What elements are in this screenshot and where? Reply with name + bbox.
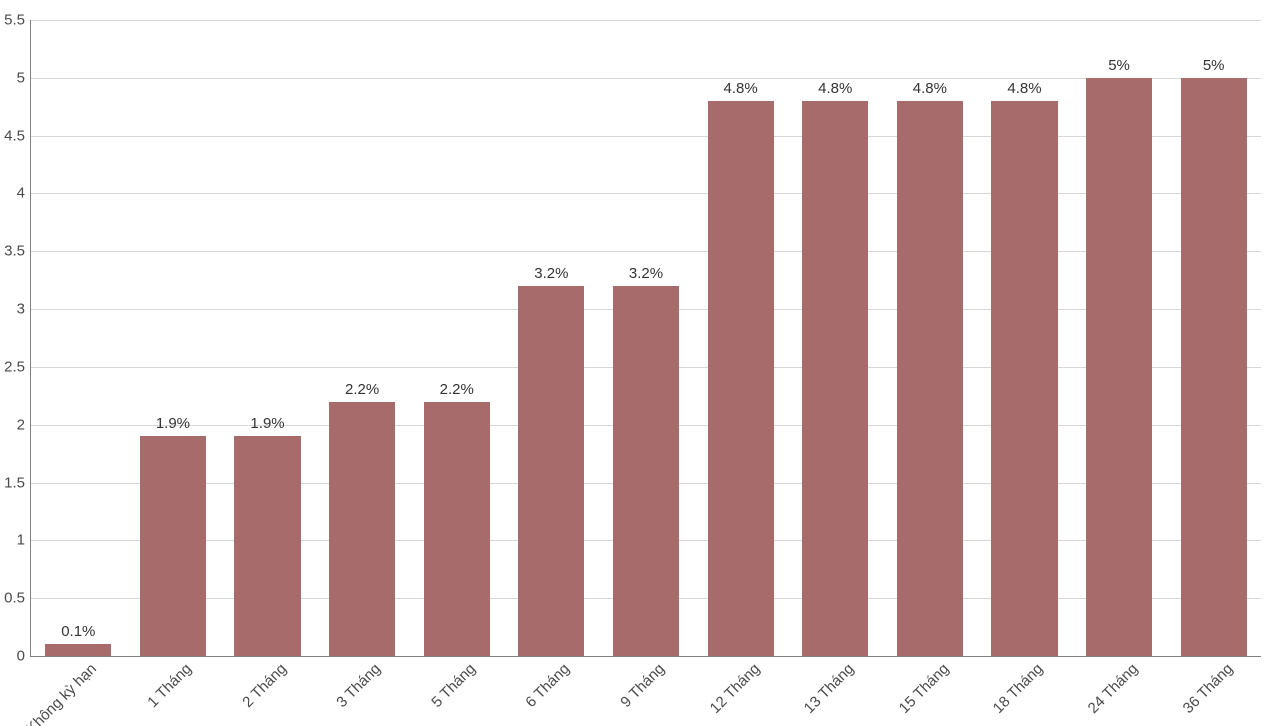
bar-value-label: 2.2% bbox=[440, 381, 474, 398]
bar-value-label: 1.9% bbox=[250, 415, 284, 432]
y-tick-label: 4.5 bbox=[4, 127, 31, 144]
bar-value-label: 1.9% bbox=[156, 415, 190, 432]
y-tick-label: 1 bbox=[17, 532, 31, 549]
bar-value-label: 5% bbox=[1108, 57, 1130, 74]
x-tick-label: 9 Tháng bbox=[613, 656, 668, 711]
bar bbox=[1086, 78, 1152, 656]
y-tick-label: 2.5 bbox=[4, 358, 31, 375]
bar bbox=[140, 436, 206, 656]
bar-value-label: 3.2% bbox=[629, 265, 663, 282]
bar bbox=[613, 286, 679, 656]
x-tick-label: 24 Tháng bbox=[1081, 656, 1142, 717]
x-tick-label: 36 Tháng bbox=[1175, 656, 1236, 717]
y-tick-label: 0 bbox=[17, 648, 31, 665]
bar-value-label: 4.8% bbox=[913, 80, 947, 97]
gridline bbox=[31, 251, 1261, 252]
x-tick-label: 6 Tháng bbox=[518, 656, 573, 711]
bar bbox=[991, 101, 1057, 656]
x-tick-label: Không kỳ hạn bbox=[19, 656, 100, 726]
y-tick-label: 5.5 bbox=[4, 12, 31, 29]
bar bbox=[897, 101, 963, 656]
gridline bbox=[31, 78, 1261, 79]
bar-value-label: 4.8% bbox=[724, 80, 758, 97]
y-tick-label: 5 bbox=[17, 69, 31, 86]
bar bbox=[518, 286, 584, 656]
x-tick-label: 13 Tháng bbox=[797, 656, 858, 717]
x-tick-label: 1 Tháng bbox=[140, 656, 195, 711]
y-tick-label: 2 bbox=[17, 416, 31, 433]
x-tick-label: 3 Tháng bbox=[329, 656, 384, 711]
y-tick-label: 3.5 bbox=[4, 243, 31, 260]
gridline bbox=[31, 193, 1261, 194]
bar-value-label: 0.1% bbox=[61, 623, 95, 640]
x-tick-label: 2 Tháng bbox=[235, 656, 290, 711]
y-tick-label: 0.5 bbox=[4, 590, 31, 607]
x-tick-label: 5 Tháng bbox=[424, 656, 479, 711]
gridline bbox=[31, 20, 1261, 21]
gridline bbox=[31, 136, 1261, 137]
bar bbox=[329, 402, 395, 656]
y-tick-label: 3 bbox=[17, 301, 31, 318]
bar bbox=[708, 101, 774, 656]
bar-value-label: 2.2% bbox=[345, 381, 379, 398]
bar-value-label: 4.8% bbox=[1007, 80, 1041, 97]
bar-chart: 0 0.5 1 1.5 2 2.5 3 3.5 4 4.5 5 5.5 0.1% Không kỳ hạn… bbox=[0, 0, 1268, 726]
bar-value-label: 4.8% bbox=[818, 80, 852, 97]
bar bbox=[1181, 78, 1247, 656]
bar-value-label: 5% bbox=[1203, 57, 1225, 74]
x-tick-label: 12 Tháng bbox=[702, 656, 763, 717]
y-tick-label: 1.5 bbox=[4, 474, 31, 491]
bar bbox=[45, 644, 111, 656]
x-tick-label: 18 Tháng bbox=[986, 656, 1047, 717]
bar bbox=[802, 101, 868, 656]
bar bbox=[424, 402, 490, 656]
plot-area: 00.511.522.533.544.555.50.1%Không kỳ hạn… bbox=[30, 20, 1261, 657]
y-tick-label: 4 bbox=[17, 185, 31, 202]
x-tick-label: 15 Tháng bbox=[891, 656, 952, 717]
bar bbox=[234, 436, 300, 656]
bar-value-label: 3.2% bbox=[534, 265, 568, 282]
